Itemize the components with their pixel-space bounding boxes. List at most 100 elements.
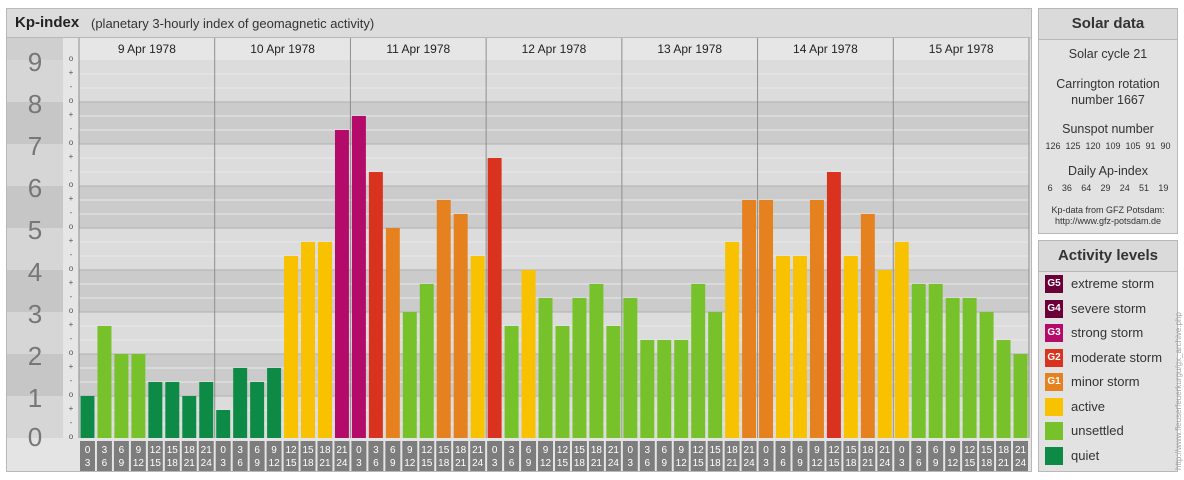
sunspot-value: 120	[1085, 141, 1101, 151]
interval-start-label: 3	[916, 445, 922, 456]
sub-tick-marker: +	[69, 404, 74, 413]
kp-bar	[962, 298, 977, 438]
interval-box	[283, 441, 299, 471]
interval-box	[130, 441, 146, 471]
y-tick-label: 2	[28, 341, 42, 371]
day-label: 12 Apr 1978	[522, 42, 587, 56]
band	[79, 186, 1029, 228]
kp-bar	[725, 241, 740, 438]
interval-box	[996, 441, 1012, 471]
interval-box	[181, 441, 197, 471]
interval-start-label: 0	[628, 445, 634, 456]
source-link[interactable]: http://www.gfz-potsdam.de	[1054, 216, 1162, 226]
chart-title: Kp-index	[15, 14, 80, 31]
interval-box	[351, 441, 367, 471]
kp-bar	[97, 325, 112, 438]
interval-end-label: 18	[438, 458, 450, 469]
y-tick-label: 7	[28, 131, 42, 161]
ap-value: 19	[1158, 183, 1169, 193]
kp-bar	[385, 228, 400, 438]
band	[79, 60, 1029, 102]
kp-bar	[1013, 354, 1028, 438]
interval-start-label: 15	[981, 445, 993, 456]
legend-swatch: G3	[1045, 324, 1063, 342]
interval-start-label: 12	[421, 445, 433, 456]
interval-end-label: 9	[661, 458, 667, 469]
interval-start-label: 12	[828, 445, 840, 456]
interval-box	[877, 441, 893, 471]
interval-end-label: 12	[676, 458, 688, 469]
interval-end-label: 9	[797, 458, 803, 469]
interval-box	[792, 441, 808, 471]
interval-end-label: 18	[574, 458, 586, 469]
sunspot-value: 91	[1145, 141, 1156, 151]
interval-start-label: 3	[509, 445, 515, 456]
interval-box	[673, 441, 689, 471]
legend-swatch: G1	[1045, 373, 1063, 391]
sunspot-value: 90	[1160, 141, 1171, 151]
kp-bar	[759, 199, 774, 438]
y-tick-label: 0	[28, 422, 42, 452]
sub-tick-marker: o	[69, 180, 74, 189]
interval-end-label: 18	[167, 458, 179, 469]
kp-bar	[521, 270, 536, 438]
interval-box	[979, 441, 995, 471]
interval-box	[266, 441, 282, 471]
interval-end-label: 24	[201, 458, 213, 469]
kp-bar	[742, 199, 757, 438]
source-line1: Kp-data from GFZ Potsdam:	[1051, 205, 1165, 215]
interval-start-label: 12	[693, 445, 705, 456]
interval-start-label: 15	[438, 445, 450, 456]
kp-bar	[453, 214, 468, 438]
interval-box	[555, 441, 570, 471]
kp-bar	[776, 256, 790, 438]
interval-start-label: 15	[574, 445, 586, 456]
ap-value: 36	[1061, 183, 1072, 193]
interval-box	[487, 441, 503, 471]
sub-axis-background	[63, 38, 79, 438]
y-band	[7, 186, 63, 228]
interval-box	[826, 441, 842, 471]
interval-box	[470, 441, 486, 471]
kp-bar	[843, 256, 858, 438]
legend-swatch	[1045, 446, 1063, 465]
sub-tick-marker: -	[70, 334, 73, 343]
interval-start-label: 18	[862, 445, 874, 456]
interval-start-label: 9	[678, 445, 684, 456]
kp-bar	[826, 172, 841, 438]
interval-start-label: 12	[557, 445, 569, 456]
interval-box	[656, 441, 672, 471]
kp-bar	[114, 354, 129, 438]
interval-end-label: 9	[254, 458, 260, 469]
interval-end-label: 24	[1015, 458, 1027, 469]
legend-label: strong storm	[1071, 325, 1144, 340]
interval-box	[605, 441, 621, 471]
y-band	[7, 102, 63, 144]
kp-bar	[402, 312, 417, 438]
kp-bar	[894, 241, 909, 438]
legend-label: minor storm	[1071, 374, 1140, 389]
interval-start-label: 18	[184, 445, 196, 456]
interval-end-label: 12	[947, 458, 959, 469]
legend-item: G4 severe storm	[1039, 297, 1177, 322]
interval-box	[911, 441, 927, 471]
kp-bar	[216, 409, 231, 438]
interval-end-label: 21	[184, 458, 196, 469]
interval-box	[843, 441, 859, 471]
interval-start-label: 21	[1015, 445, 1027, 456]
sub-tick-marker: -	[70, 418, 73, 427]
sub-tick-marker: +	[69, 152, 74, 161]
interval-end-label: 9	[933, 458, 939, 469]
carrington-rotation-line2: number 1667	[1071, 93, 1145, 107]
interval-end-label: 6	[102, 458, 108, 469]
y-band	[7, 228, 63, 270]
solar-data-title: Solar data	[1039, 9, 1177, 40]
kp-bar	[657, 340, 672, 438]
sub-tick-marker: +	[69, 194, 74, 203]
interval-end-label: 18	[302, 458, 314, 469]
interval-end-label: 3	[220, 458, 226, 469]
interval-end-label: 24	[608, 458, 620, 469]
sub-tick-marker: o	[69, 348, 74, 357]
interval-start-label: 0	[356, 445, 362, 456]
